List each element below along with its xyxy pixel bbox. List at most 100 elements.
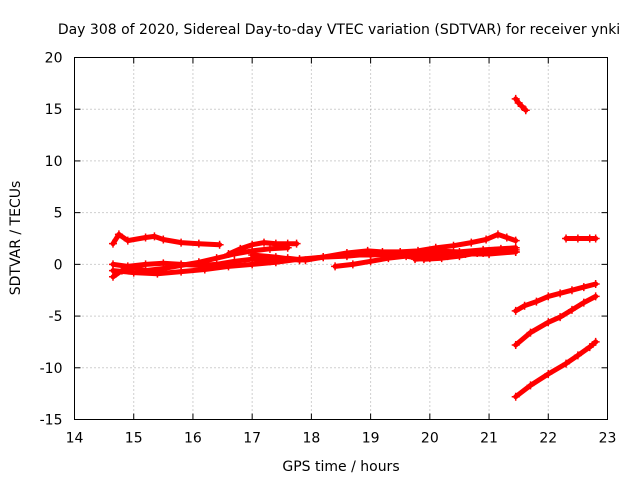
data-point	[520, 301, 529, 310]
series-arc-10	[562, 234, 600, 243]
y-tick-label: 10	[45, 154, 63, 170]
data-point	[591, 292, 600, 301]
data-point	[579, 298, 588, 307]
data-point	[585, 343, 594, 352]
data-point	[283, 243, 292, 252]
data-point	[141, 260, 150, 269]
x-tick-label: 20	[421, 431, 439, 447]
data-point	[517, 102, 526, 111]
data-point	[573, 234, 582, 243]
data-point	[511, 236, 520, 245]
data-point	[544, 292, 553, 301]
data-point	[567, 286, 576, 295]
data-point	[425, 254, 434, 263]
data-point	[591, 280, 600, 289]
data-point	[177, 260, 186, 269]
y-tick-label: 15	[45, 102, 63, 118]
data-point	[556, 313, 565, 322]
data-point	[579, 283, 588, 292]
data-point	[114, 230, 123, 239]
data-point	[526, 328, 535, 337]
data-point	[511, 247, 520, 256]
series-line	[513, 339, 599, 400]
data-point	[521, 106, 530, 115]
data-point	[526, 381, 535, 390]
series-arc-13	[511, 337, 600, 401]
data-point	[567, 305, 576, 314]
x-tick-label: 18	[302, 431, 320, 447]
data-point	[562, 359, 571, 368]
data-point	[200, 265, 209, 274]
data-point	[544, 318, 553, 327]
x-tick-label: 23	[599, 431, 617, 447]
x-tick-label: 19	[362, 431, 380, 447]
y-tick-label: 20	[45, 51, 63, 67]
data-point	[573, 351, 582, 360]
data-point	[493, 230, 502, 239]
x-tick-label: 21	[480, 431, 498, 447]
x-tick-label: 14	[66, 431, 84, 447]
data-point	[544, 369, 553, 378]
series-arc-1	[108, 230, 224, 249]
x-tick-label: 17	[243, 431, 261, 447]
plot-frame	[74, 57, 608, 420]
x-tick-label: 22	[539, 431, 557, 447]
x-axis-ticks: 14 15 16 17 18 19 20 21 22 23	[66, 57, 617, 447]
data-point	[342, 251, 351, 260]
data-point	[461, 250, 470, 259]
data-point	[591, 337, 600, 346]
data-point	[511, 392, 520, 401]
data-point	[271, 253, 280, 262]
data-point	[108, 266, 117, 275]
data-point	[260, 238, 269, 247]
data-point	[319, 253, 328, 262]
data-series	[108, 94, 600, 401]
data-point	[502, 233, 511, 242]
data-point	[331, 262, 340, 271]
data-point	[482, 235, 491, 244]
data-point	[224, 262, 233, 271]
y-tick-label: -10	[40, 361, 63, 377]
data-point	[366, 257, 375, 266]
data-point	[215, 240, 224, 249]
data-point	[108, 239, 117, 248]
data-point	[511, 341, 520, 350]
data-point	[194, 239, 203, 248]
data-point	[511, 94, 520, 103]
y-tick-label: 5	[54, 206, 63, 222]
y-tick-label: -5	[49, 309, 63, 325]
data-point	[159, 259, 168, 268]
data-point	[150, 232, 159, 241]
series-arc-9	[511, 94, 530, 115]
y-axis-label: SDTVAR / TECUs	[8, 181, 24, 296]
data-point	[467, 238, 476, 247]
series-arc-12	[511, 292, 600, 350]
data-point	[141, 233, 150, 242]
series-arc-8	[411, 246, 520, 264]
data-point	[123, 262, 132, 271]
x-tick-label: 15	[125, 431, 143, 447]
data-point	[177, 267, 186, 276]
series-arc-11	[511, 280, 600, 315]
y-axis-ticks: -15 -10 -5 0 5 10 15 20	[40, 51, 608, 429]
data-point	[479, 248, 488, 257]
data-point	[129, 268, 138, 277]
data-point	[556, 289, 565, 298]
data-point	[591, 234, 600, 243]
x-axis-label: GPS time / hours	[282, 459, 399, 475]
data-point	[248, 260, 257, 269]
data-point	[384, 254, 393, 263]
data-point	[443, 252, 452, 261]
data-point	[511, 306, 520, 315]
data-point	[123, 236, 132, 245]
data-point	[177, 238, 186, 247]
data-point	[265, 244, 274, 253]
data-point	[292, 239, 301, 248]
y-tick-label: -15	[40, 413, 63, 429]
data-point	[431, 243, 440, 252]
data-point	[248, 251, 257, 260]
data-point	[230, 250, 239, 259]
data-point	[562, 234, 571, 243]
series-line	[513, 96, 529, 113]
